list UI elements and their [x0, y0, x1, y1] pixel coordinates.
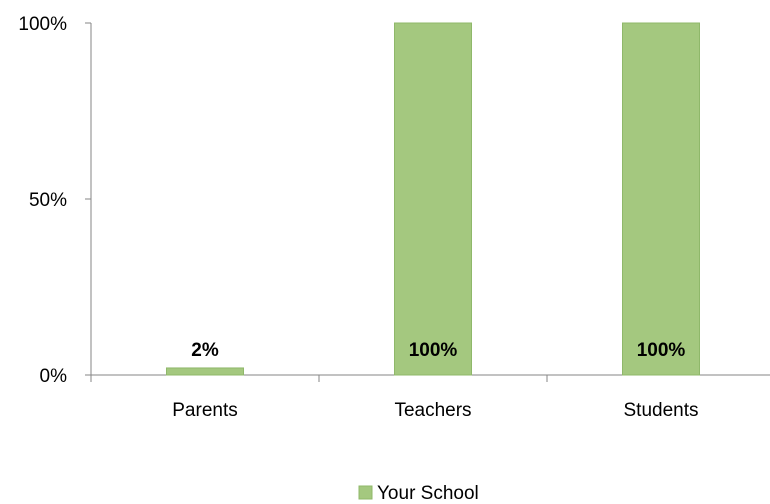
- bar-teachers: [394, 22, 472, 376]
- data-labels: 2% 100% 100%: [191, 340, 685, 361]
- y-axis: 100% 50% 0%: [18, 14, 92, 387]
- y-tick-label: 50%: [29, 190, 67, 211]
- x-axis: Parents Teachers Students: [90, 374, 770, 421]
- bars: [166, 22, 700, 376]
- x-tick-label-parents: Parents: [172, 400, 237, 421]
- x-tick-label-teachers: Teachers: [394, 400, 471, 421]
- data-label-parents: 2%: [191, 340, 219, 361]
- data-label-teachers: 100%: [409, 340, 458, 361]
- y-tick-label: 100%: [18, 14, 67, 35]
- data-label-students: 100%: [637, 340, 686, 361]
- legend-swatch-your-school: [358, 485, 373, 500]
- bar-parents: [166, 367, 244, 376]
- y-tick-label: 0%: [40, 366, 68, 387]
- x-tick-label-students: Students: [624, 400, 699, 421]
- legend: Your School: [358, 483, 479, 504]
- bar-students: [622, 22, 700, 376]
- legend-label-your-school: Your School: [377, 483, 479, 504]
